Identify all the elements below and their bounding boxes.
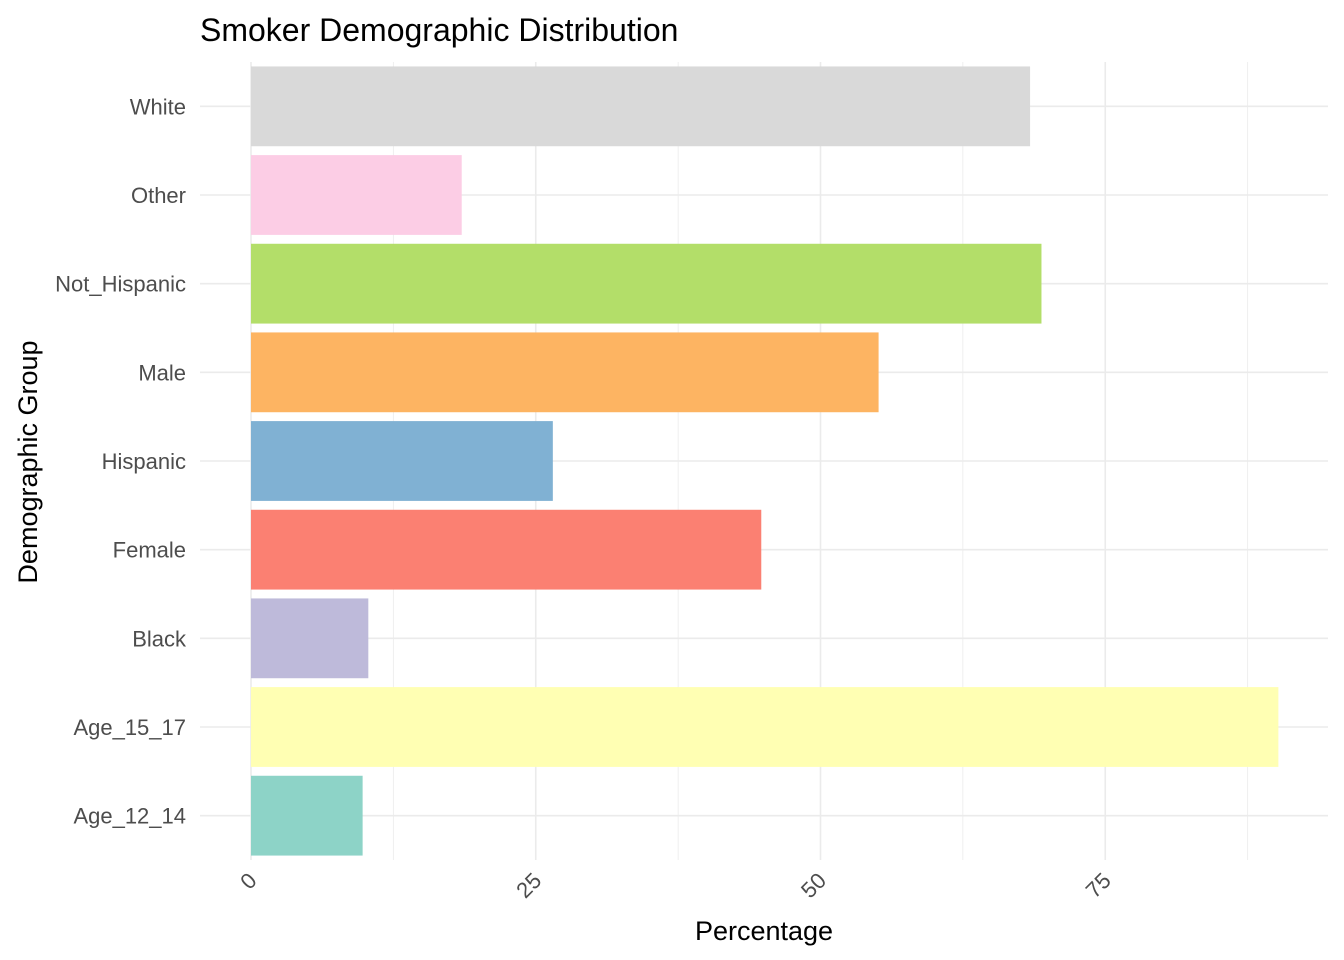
y-tick-label: Black [132,626,187,651]
chart-title: Smoker Demographic Distribution [200,12,678,48]
bar-age-12-14 [251,775,363,856]
x-tick-label: 25 [511,868,546,903]
x-axis-title: Percentage [695,916,833,946]
x-tick-label: 50 [796,868,831,903]
bar-other [251,155,462,235]
y-tick-label: Male [138,360,186,385]
x-tick-label: 0 [235,868,261,894]
y-tick-label: Other [131,183,186,208]
y-tick-label: Age_12_14 [73,804,186,829]
y-tick-label: White [130,94,186,119]
bar-male [251,332,879,413]
y-tick-label: Not_Hispanic [55,272,186,297]
y-tick-label: Age_15_17 [73,715,186,740]
bar-female [251,509,762,590]
bar-black [251,598,369,679]
bar-hispanic [251,421,553,501]
y-tick-label: Female [113,538,186,563]
bar-white [251,66,1031,147]
y-tick-label: Hispanic [102,449,186,474]
y-axis-title: Demographic Group [13,340,43,583]
x-tick-label: 75 [1081,868,1116,903]
bars [251,66,1279,856]
y-axis-ticks: Age_12_14 Age_15_17 Black Female Hispanic Mal… [55,94,187,828]
bar-not-hispanic [251,243,1042,324]
bar-age-15-17 [251,687,1279,767]
x-axis-ticks: 0 25 50 75 [235,868,1116,903]
